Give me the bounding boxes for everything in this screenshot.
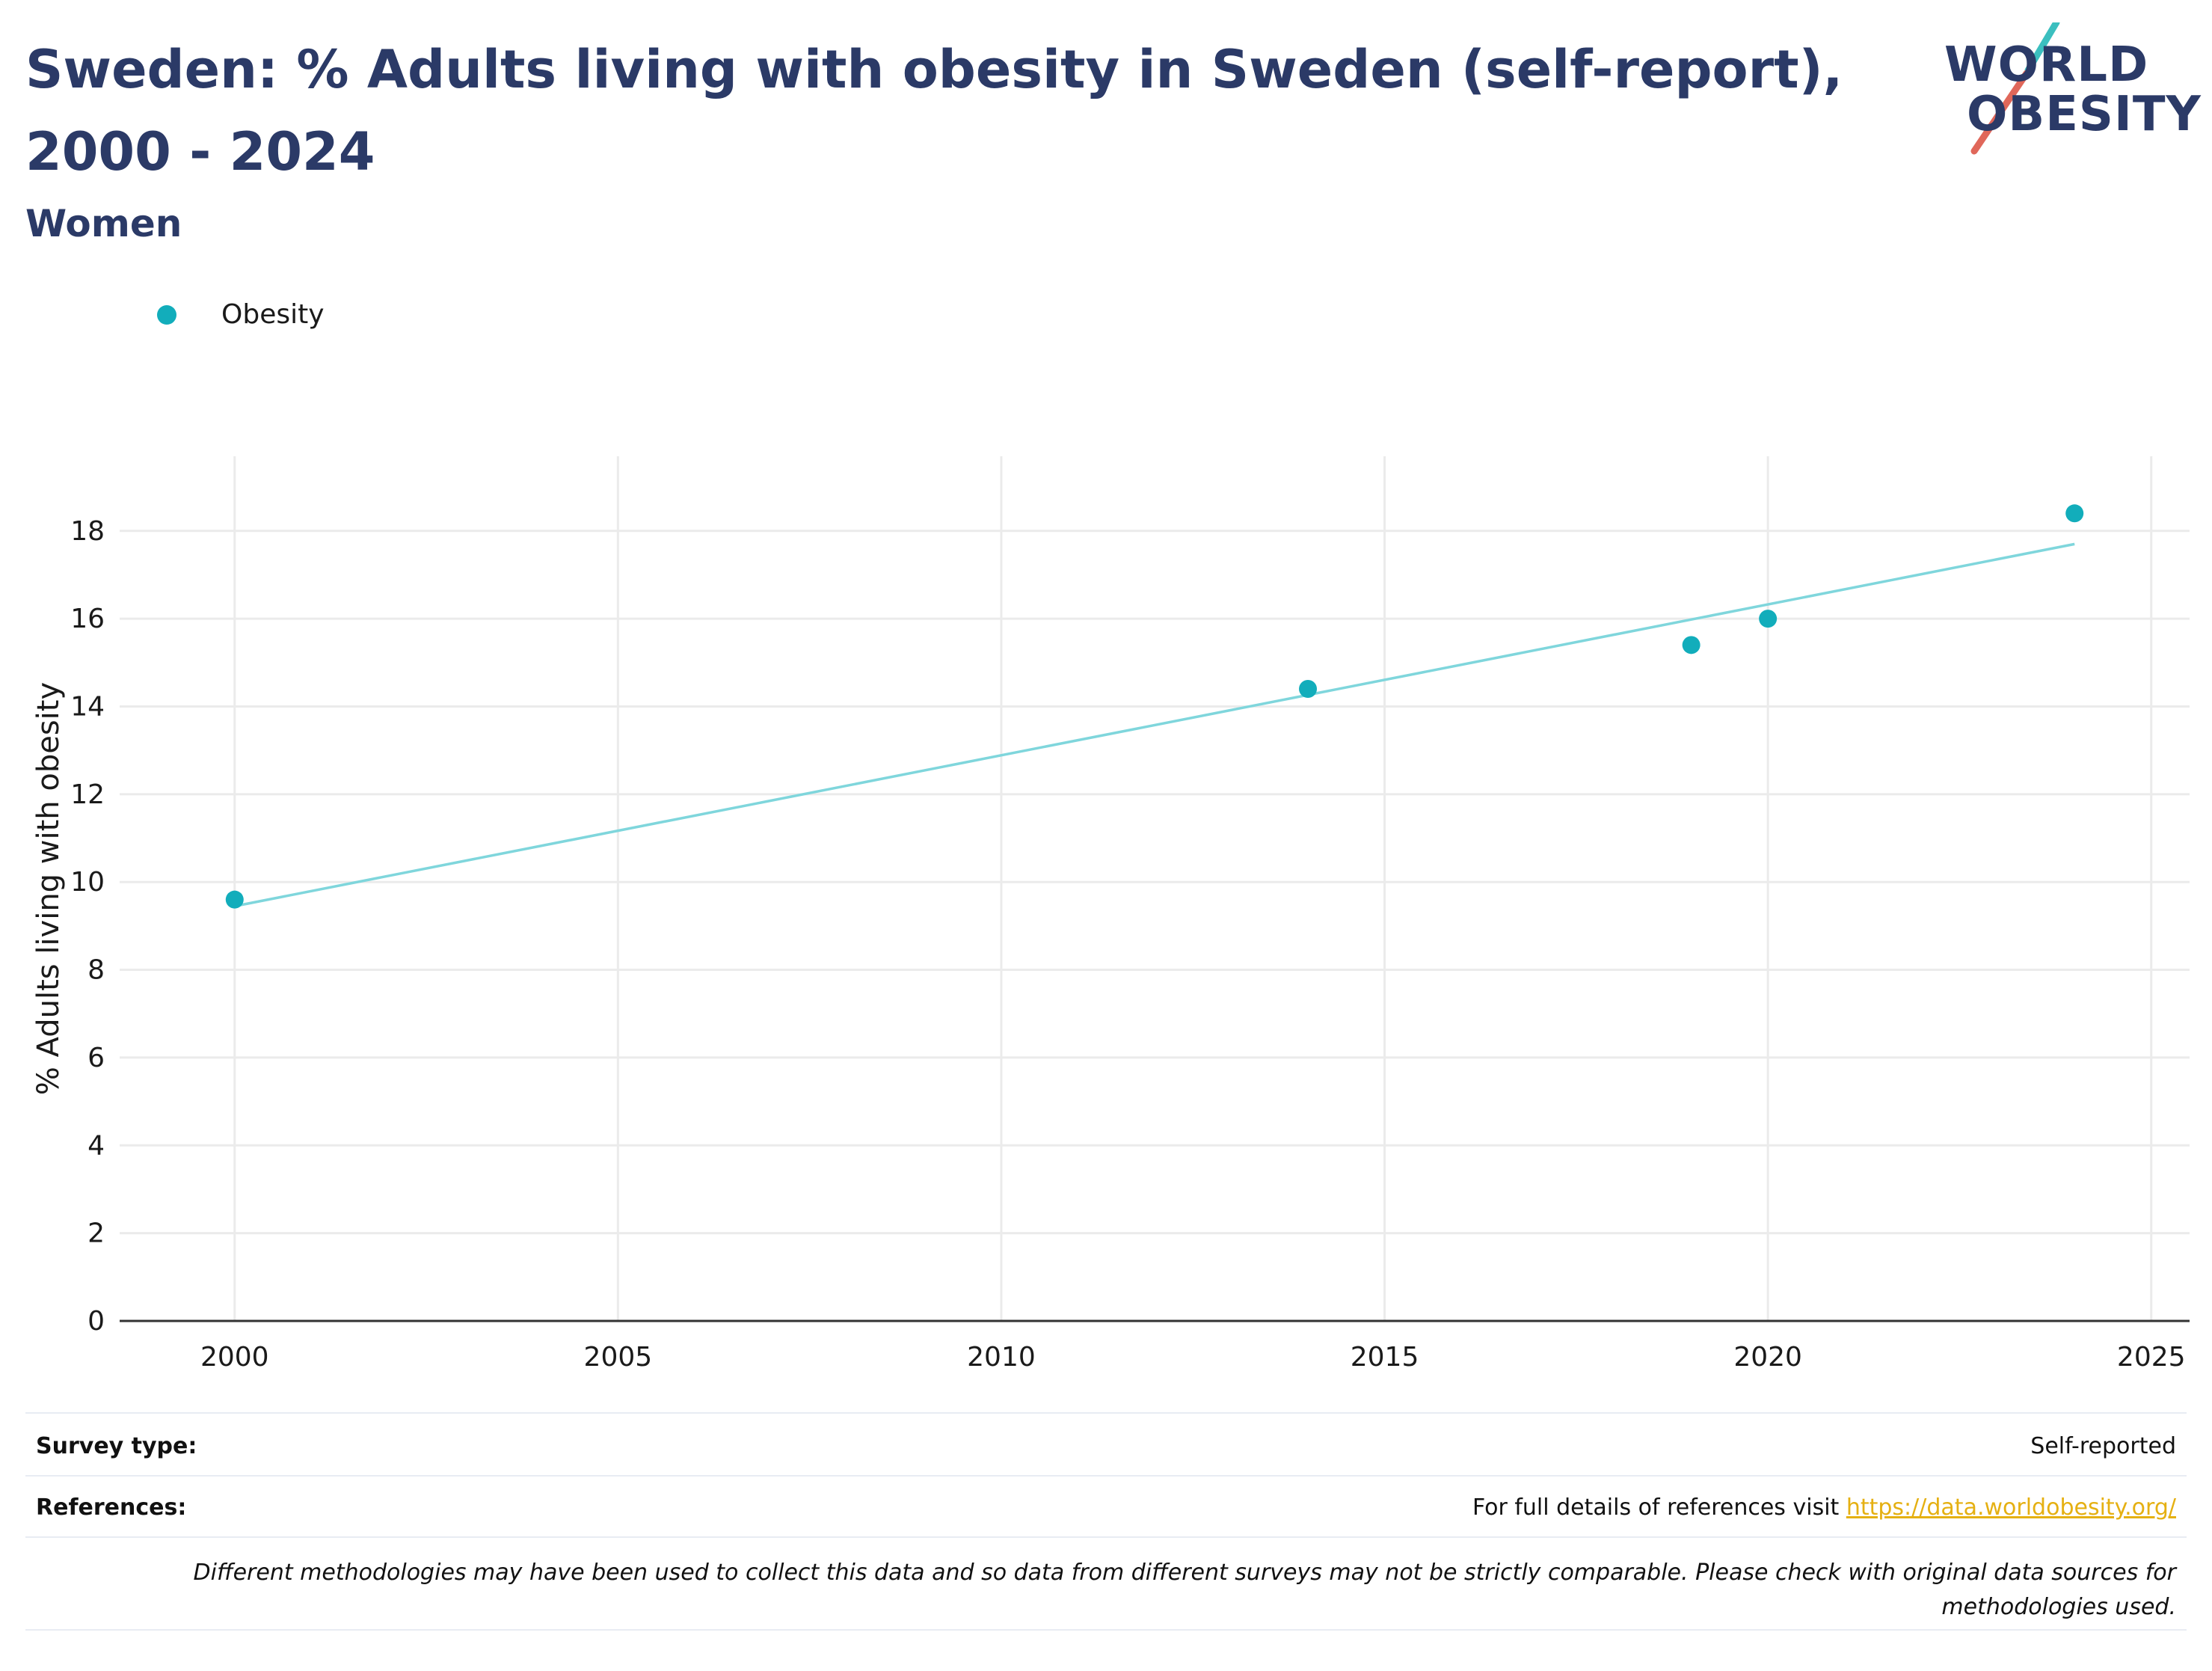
- x-tick-label: 2015: [1351, 1342, 1419, 1373]
- x-tick-label: 2020: [1733, 1342, 1802, 1373]
- references-text: For full details of references visit: [1472, 1494, 1846, 1521]
- data-point: [1682, 636, 1701, 654]
- y-tick-label: 8: [87, 955, 105, 986]
- y-tick-label: 0: [87, 1306, 105, 1337]
- x-tick-label: 2005: [584, 1342, 653, 1373]
- chart-legend: Obesity: [157, 299, 325, 330]
- references-label: References:: [36, 1494, 187, 1521]
- y-tick-label: 12: [70, 779, 105, 810]
- y-tick-label: 14: [70, 691, 105, 722]
- chart-subtitle: Women: [25, 202, 182, 245]
- logo-text-world: WORLD: [1944, 37, 2149, 93]
- logo-text-obesity: OBESITY: [1967, 87, 2202, 142]
- y-tick-label: 2: [87, 1218, 105, 1249]
- survey-type-label: Survey type:: [36, 1433, 197, 1459]
- data-point: [2065, 504, 2084, 523]
- data-point: [225, 890, 244, 909]
- survey-type-value: Self-reported: [2030, 1433, 2176, 1459]
- page-title: Sweden: % Adults living with obesity in …: [25, 39, 1843, 183]
- data-point: [1299, 680, 1318, 699]
- legend-label-obesity: Obesity: [221, 299, 325, 330]
- references-value: For full details of references visit htt…: [1472, 1494, 2176, 1521]
- y-tick-label: 4: [87, 1130, 105, 1161]
- x-tick-label: 2025: [2117, 1342, 2186, 1373]
- trend-line: [234, 542, 2075, 908]
- y-axis-title: % Adults living with obesity: [31, 682, 66, 1095]
- footer-divider: [25, 1536, 2187, 1538]
- scatter-chart: 0 2 4 6 8 10 12 14 16 18 2000 2005 2010 2015 2020 2025%…: [31, 456, 2190, 1373]
- legend-marker-obesity: [157, 304, 176, 325]
- data-point: [1759, 610, 1778, 628]
- footer-divider: [25, 1629, 2187, 1631]
- x-tick-label: 2000: [200, 1342, 269, 1373]
- world-obesity-logo: WORLD OBESITY: [1944, 22, 2202, 157]
- references-link[interactable]: https://data.worldobesity.org/: [1846, 1494, 2176, 1521]
- y-tick-label: 6: [87, 1043, 105, 1073]
- y-tick-label: 10: [70, 867, 105, 898]
- x-tick-label: 2010: [967, 1342, 1036, 1373]
- footer-divider: [25, 1475, 2187, 1477]
- footer-divider: [25, 1412, 2187, 1414]
- y-tick-label: 18: [70, 516, 105, 547]
- logo-slash-icon: [1970, 22, 2060, 155]
- methodology-disclaimer: Different methodologies may have been us…: [193, 1560, 2176, 1620]
- y-tick-label: 16: [70, 604, 105, 634]
